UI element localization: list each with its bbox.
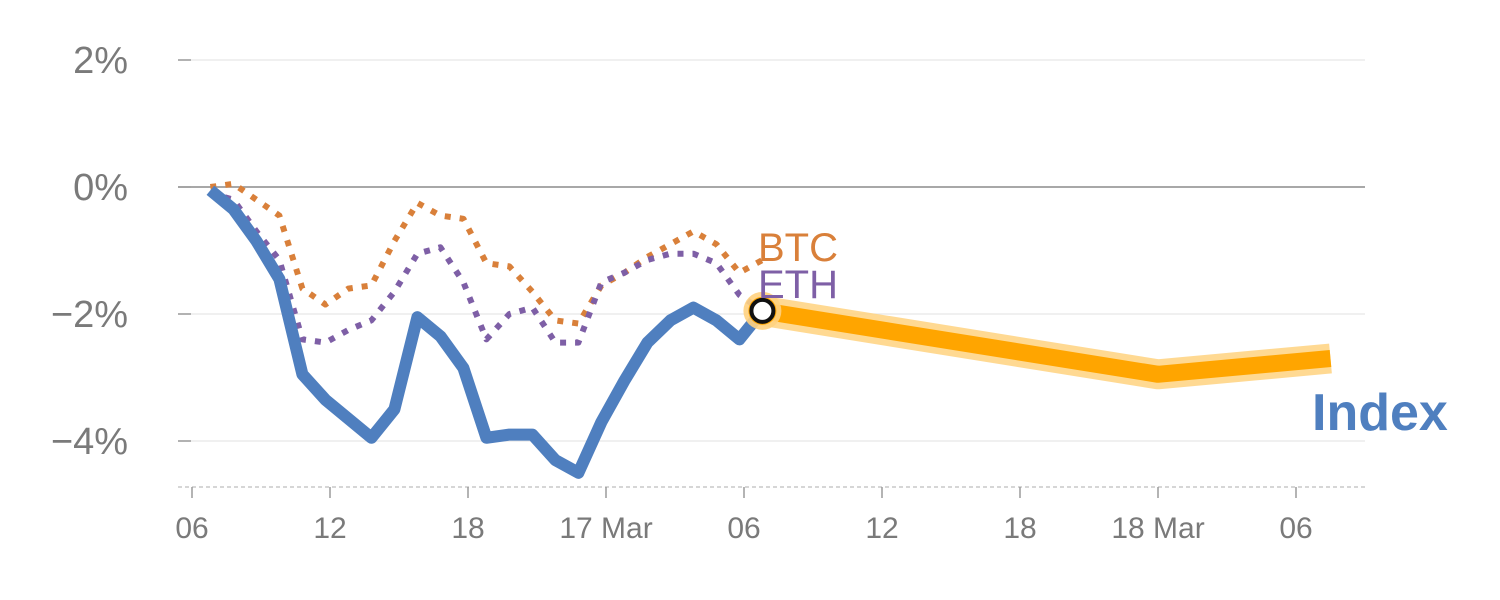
x-axis: 06 12 18 17 Mar 06 12 18 18 Mar 06 [175, 486, 1365, 545]
x-tick-label: 06 [1279, 512, 1312, 545]
x-tick-label: 18 Mar [1111, 512, 1204, 545]
marker-dot [749, 297, 776, 324]
x-tick-label: 18 [1003, 512, 1036, 545]
y-axis: 2% 0% −2% −4% [51, 40, 191, 463]
x-tick-label: 06 [175, 512, 208, 545]
x-tick-label: 12 [865, 512, 898, 545]
x-tick-label: 17 Mar [559, 512, 652, 545]
y-tick-label: −4% [51, 421, 128, 463]
x-tick-label: 06 [727, 512, 760, 545]
series-labels: BTC ETH Index [758, 226, 1448, 442]
x-tick-label: 12 [313, 512, 346, 545]
forecast-band [760, 295, 1332, 390]
series-line-eth [209, 190, 765, 346]
x-tick-label: 18 [451, 512, 484, 545]
series-label-eth: ETH [758, 263, 838, 307]
series-line-btc [209, 180, 764, 327]
series-line-index [206, 185, 768, 479]
y-tick-label: 0% [73, 167, 128, 209]
series-label-index: Index [1312, 384, 1448, 442]
series-label-btc: BTC [758, 226, 838, 270]
current-point-marker [743, 291, 782, 330]
y-tick-label: −2% [51, 294, 128, 336]
series-lines [206, 180, 768, 479]
forecast-line [761, 302, 1332, 383]
y-tick-label: 2% [73, 40, 128, 82]
